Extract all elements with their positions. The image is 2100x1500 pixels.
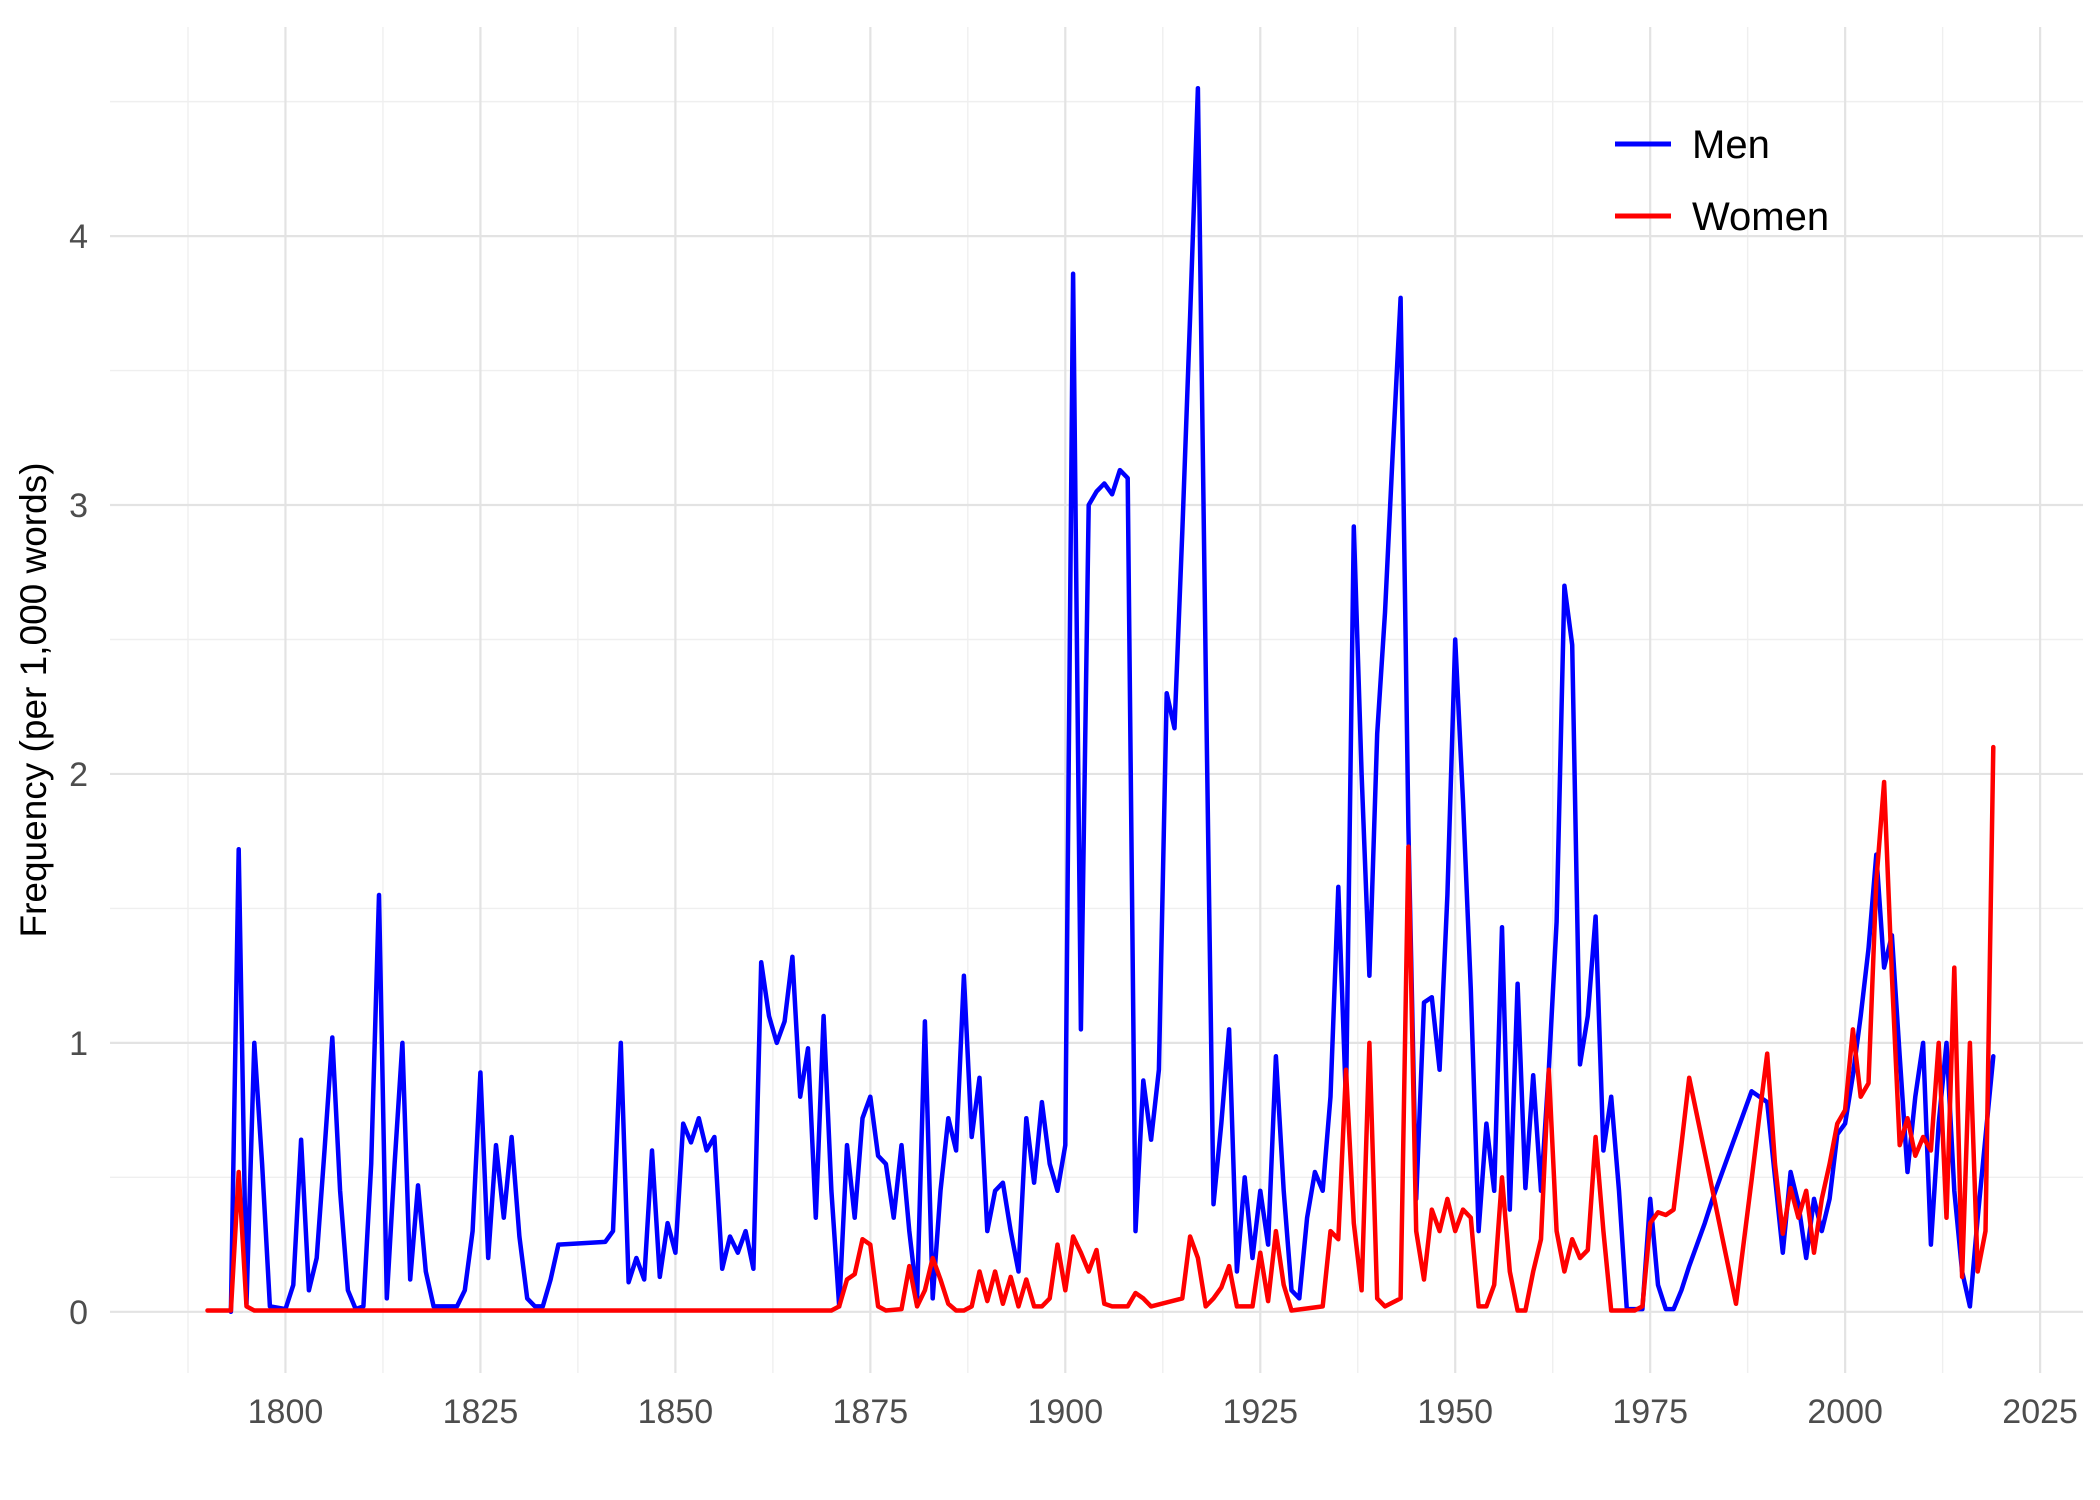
x-tick-label: 1975 [1612,1393,1688,1431]
x-tick-label: 1825 [443,1393,519,1431]
x-tick-label: 1900 [1027,1393,1103,1431]
y-tick-label: 2 [69,756,88,794]
y-tick-label: 4 [69,218,88,256]
x-tick-label: 1800 [248,1393,324,1431]
x-axis-tick-labels: 1800 1825 1850 1875 1900 1925 1950 1975 2000 2025 [248,1393,2078,1431]
y-axis-tick-labels: 0 1 2 3 4 [69,218,88,1332]
legend-label: Men [1692,123,1770,167]
x-tick-label: 1875 [833,1393,909,1431]
legend-label: Women [1692,195,1829,239]
x-tick-label: 1950 [1417,1393,1493,1431]
x-tick-label: 2000 [1807,1393,1883,1431]
x-tick-label: 2025 [2002,1393,2078,1431]
y-tick-label: 0 [69,1294,88,1332]
x-tick-label: 1925 [1222,1393,1298,1431]
series-line-men [228,85,1996,1315]
x-tick-label: 1850 [638,1393,714,1431]
y-axis-title: Frequency (per 1,000 words) [13,462,54,937]
legend-item-women: Women [1615,195,1829,239]
series-line-women [205,744,1996,1313]
legend-item-men: Men [1615,123,1770,167]
y-tick-label: 1 [69,1025,88,1063]
legend: Men Women [1615,123,1829,239]
y-tick-label: 3 [69,487,88,525]
series-lines [205,85,1996,1315]
